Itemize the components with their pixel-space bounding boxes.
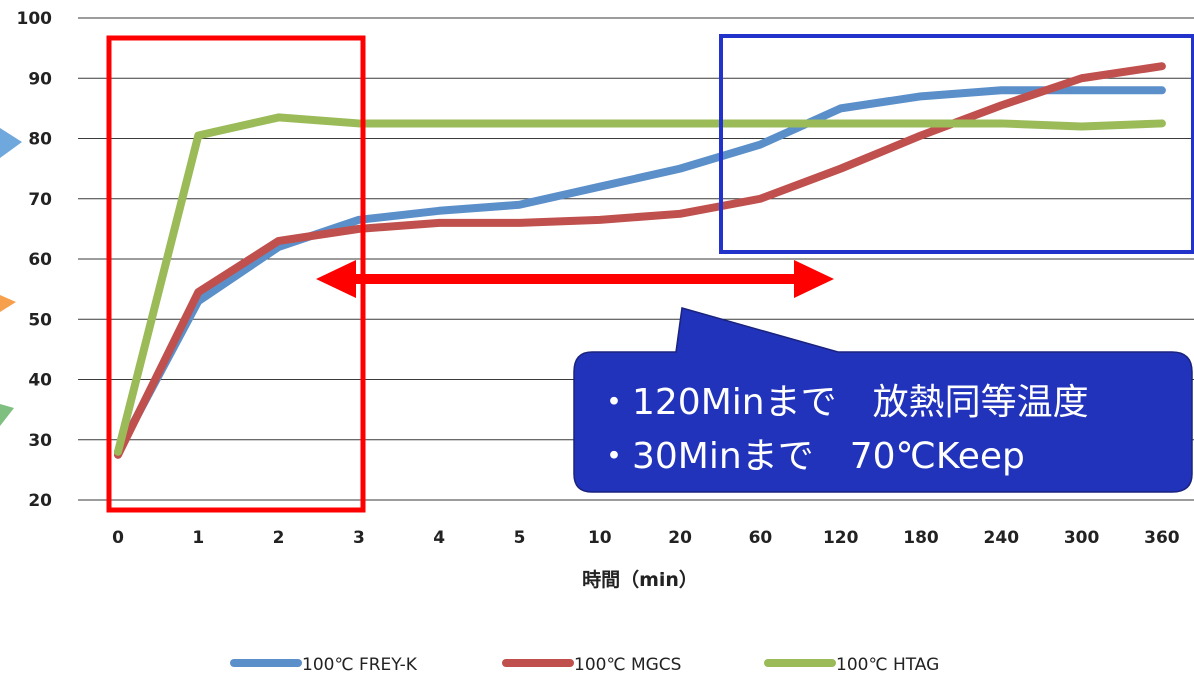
data-point (278, 116, 280, 118)
left-edge-orange-shape (0, 295, 16, 312)
data-point (599, 122, 601, 124)
series-lines (114, 62, 1166, 459)
data-point (1081, 89, 1083, 91)
blue-highlight-box (719, 34, 1194, 254)
y-tick-label: 60 (28, 250, 52, 270)
data-point (1081, 125, 1083, 127)
x-tick-label: 20 (668, 528, 692, 548)
data-point (1161, 89, 1163, 91)
y-tick-label: 40 (28, 371, 52, 391)
series-line-2 (114, 113, 1166, 456)
x-tick-label: 300 (1064, 528, 1100, 548)
data-point (438, 210, 440, 212)
x-tick-label: 3 (353, 528, 365, 548)
data-point (759, 198, 761, 200)
data-point (1161, 122, 1163, 124)
data-point (519, 122, 520, 124)
y-axis-ticks: 20 30 40 50 60 70 80 90 100 (17, 9, 53, 511)
data-point (920, 95, 922, 97)
x-tick-label: 5 (514, 528, 526, 548)
data-point (519, 222, 520, 224)
data-point (278, 246, 280, 248)
legend-label: 100℃ MGCS (574, 655, 681, 675)
x-tick-label: 1 (192, 528, 204, 548)
left-edge-blue-shape (0, 128, 22, 158)
data-point (840, 107, 842, 109)
y-tick-label: 30 (28, 431, 52, 451)
x-tick-label: 2 (273, 528, 285, 548)
legend-label: 100℃ FREY-K (302, 655, 418, 675)
x-axis-label: 時間（min） (582, 568, 698, 591)
x-tick-label: 60 (749, 528, 773, 548)
x-tick-label: 0 (112, 528, 124, 548)
legend-label: 100℃ HTAG (836, 655, 939, 675)
callout-line-1: ・120Minまで 放熱同等温度 (596, 382, 1089, 423)
data-point (679, 122, 681, 124)
data-point (278, 240, 280, 242)
y-tick-label: 100 (17, 9, 53, 29)
x-tick-label: 120 (823, 528, 859, 548)
double-arrow (316, 260, 834, 298)
callout-line-2: ・30Minまで 70℃Keep (596, 436, 1025, 477)
data-point (519, 204, 520, 206)
data-point (759, 122, 761, 124)
data-point (358, 122, 360, 124)
data-point (1161, 65, 1163, 67)
data-point (599, 219, 601, 221)
data-point (679, 213, 681, 215)
y-tick-label: 70 (28, 190, 52, 210)
data-point (358, 219, 360, 221)
x-tick-label: 360 (1144, 528, 1180, 548)
data-point (197, 134, 199, 136)
x-tick-label: 10 (588, 528, 612, 548)
data-point (197, 291, 199, 293)
legend: 100℃ FREY-K 100℃ MGCS 100℃ HTAG (230, 655, 939, 675)
data-point (358, 228, 360, 230)
data-point (840, 122, 842, 124)
data-point (1000, 104, 1002, 106)
data-point (840, 168, 842, 170)
data-point (920, 134, 922, 136)
x-tick-label: 240 (984, 528, 1020, 548)
data-point (599, 186, 601, 188)
x-axis-ticks: 0 1 2 3 4 5 10 20 60 120 180 240 300 360 (112, 528, 1180, 548)
series-line-1 (114, 62, 1166, 459)
data-point (679, 168, 681, 170)
y-tick-label: 80 (28, 130, 52, 150)
y-tick-label: 90 (28, 69, 52, 89)
left-edge-green-shape (0, 404, 14, 426)
data-point (1000, 122, 1002, 124)
data-point (117, 451, 119, 453)
data-point (920, 122, 922, 124)
data-point (1000, 89, 1002, 91)
x-tick-label: 180 (903, 528, 939, 548)
callout-bubble: ・120Minまで 放熱同等温度 ・30Minまで 70℃Keep (573, 307, 1193, 493)
y-tick-label: 50 (28, 310, 52, 330)
data-point (759, 144, 761, 146)
data-point (1081, 77, 1083, 79)
x-tick-label: 4 (433, 528, 445, 548)
y-tick-label: 20 (28, 491, 52, 511)
data-point (438, 222, 440, 224)
data-point (438, 122, 440, 124)
